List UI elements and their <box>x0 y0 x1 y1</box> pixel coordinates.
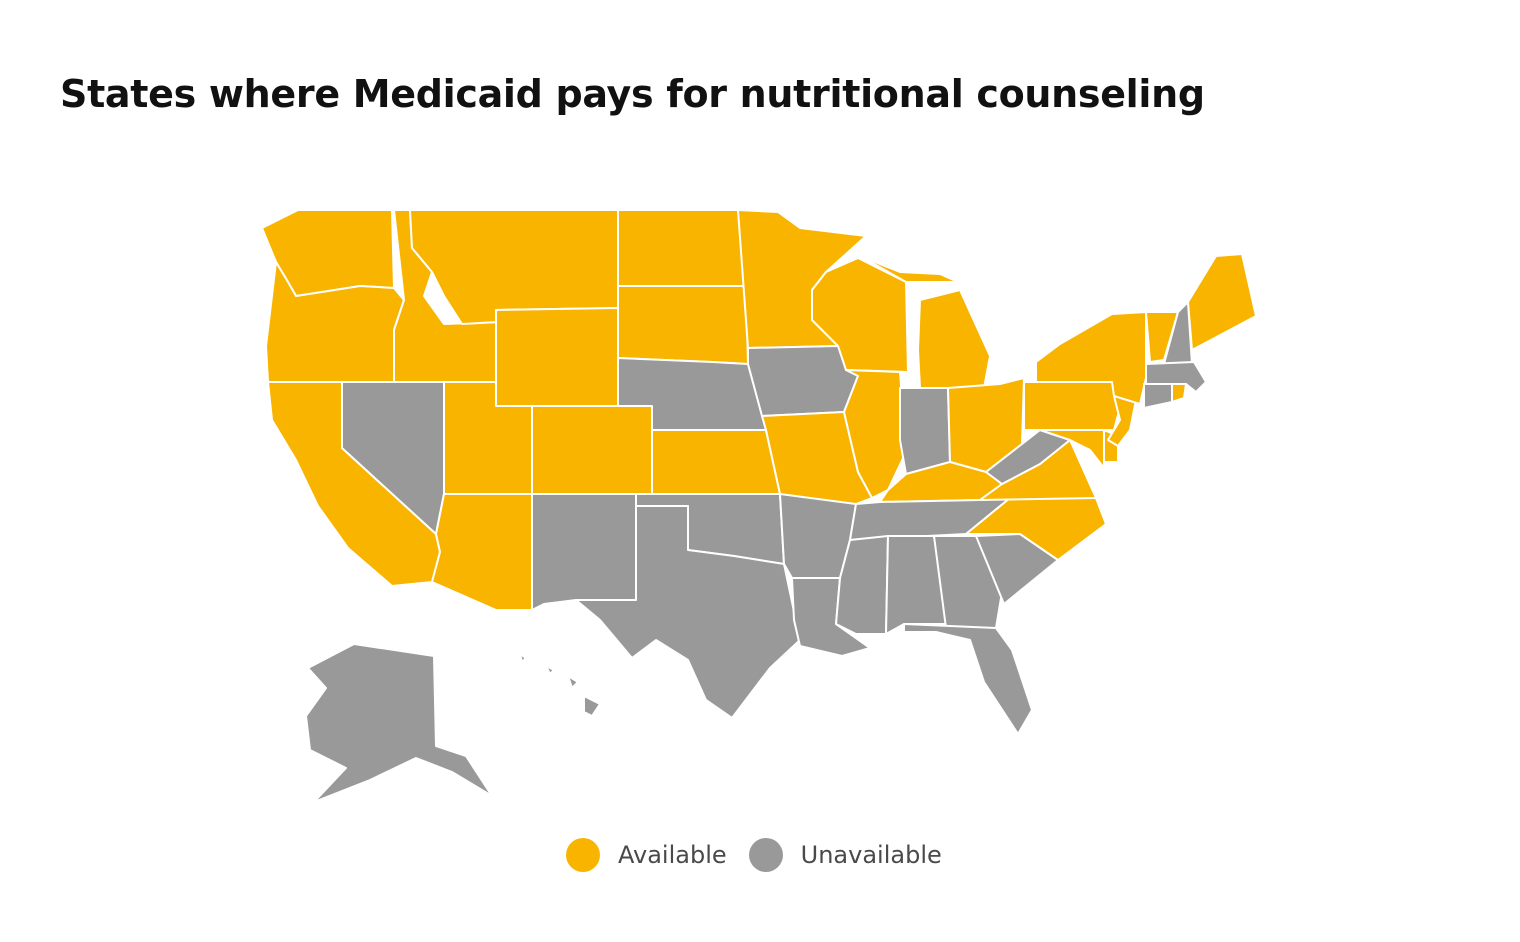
state-ks <box>651 429 781 495</box>
state-ak <box>305 643 493 803</box>
state-nm <box>531 493 637 611</box>
state-me <box>1187 253 1257 351</box>
state-wy <box>495 307 619 407</box>
state-ri <box>1171 383 1187 403</box>
state-or <box>265 261 405 383</box>
state-nd <box>617 209 747 287</box>
state-pa <box>1023 381 1123 431</box>
legend-label-unavailable: Unavailable <box>800 841 942 869</box>
state-mt <box>409 209 619 325</box>
legend: Available Unavailable <box>566 838 964 872</box>
legend-item-available: Available <box>566 838 727 872</box>
legend-label-available: Available <box>618 841 727 869</box>
state-hi <box>519 653 601 717</box>
state-az <box>431 493 533 611</box>
chart-title: States where Medicaid pays for nutrition… <box>60 72 1205 116</box>
state-tx <box>575 505 801 719</box>
unavailable-swatch-icon <box>748 838 783 872</box>
state-in <box>899 387 951 475</box>
state-fl <box>903 623 1033 735</box>
state-co <box>531 405 653 495</box>
state-ct <box>1143 383 1173 409</box>
state-wi <box>811 257 909 373</box>
legend-item-unavailable: Unavailable <box>748 838 942 872</box>
state-sd <box>617 285 749 365</box>
state-vt <box>1145 311 1179 363</box>
state-md <box>1039 429 1105 469</box>
available-swatch-icon <box>566 838 600 872</box>
